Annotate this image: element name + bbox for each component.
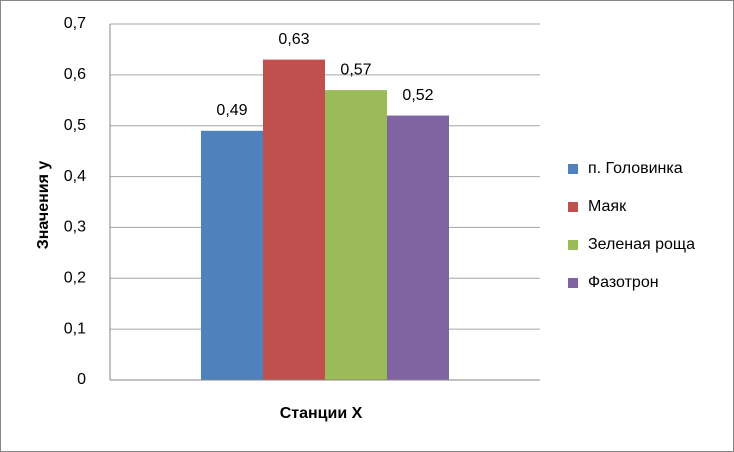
data-label: 0,63 — [278, 31, 309, 48]
bar — [325, 90, 387, 380]
y-axis-label: Значения y — [35, 161, 52, 250]
data-label: 0,49 — [216, 102, 247, 119]
x-axis-label: Станции X — [280, 405, 363, 422]
legend-swatch — [568, 202, 578, 212]
y-tick-label: 0 — [77, 371, 86, 388]
legend-label: Фазотрон — [588, 274, 659, 291]
y-tick-label: 0,1 — [64, 320, 86, 337]
y-tick-label: 0,2 — [64, 270, 86, 287]
y-tick-label: 0,7 — [64, 15, 86, 32]
y-tick-label: 0,3 — [64, 219, 86, 236]
data-label: 0,57 — [340, 61, 371, 78]
legend-swatch — [568, 164, 578, 174]
legend-swatch — [568, 240, 578, 250]
data-label: 0,52 — [402, 87, 433, 104]
legend-label: п. Головинка — [588, 160, 683, 177]
legend-label: Маяк — [588, 198, 627, 215]
legend-label: Зеленая роща — [588, 236, 695, 253]
y-tick-label: 0,4 — [64, 168, 86, 185]
bar — [263, 59, 325, 380]
legend-swatch — [568, 278, 578, 288]
bar — [201, 130, 263, 380]
y-tick-label: 0,6 — [64, 66, 86, 83]
bar — [387, 115, 449, 381]
y-tick-label: 0,5 — [64, 117, 86, 134]
